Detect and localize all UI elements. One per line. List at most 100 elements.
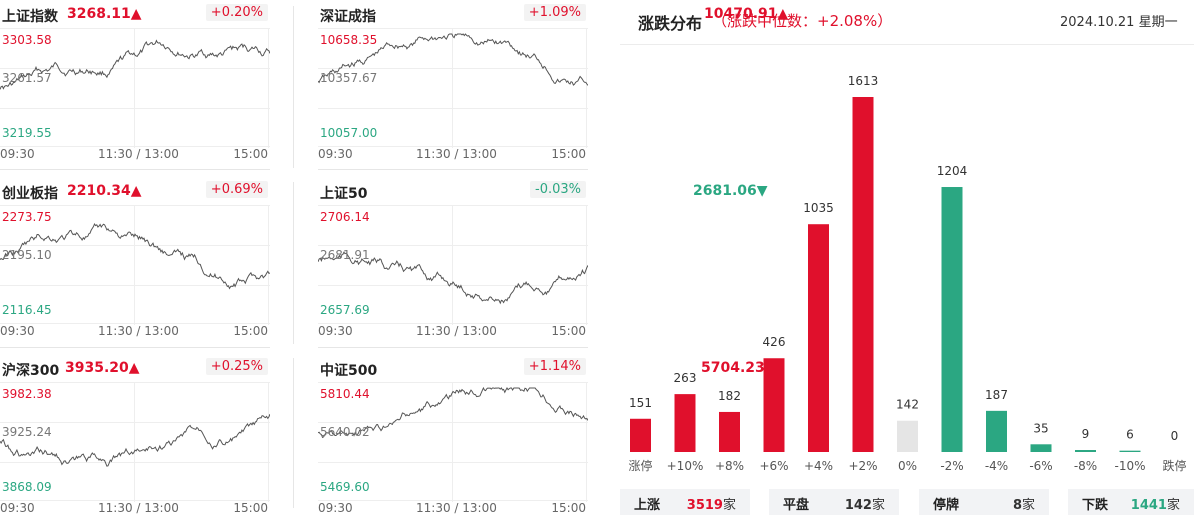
index-low: 10057.00 (320, 126, 378, 140)
index-low: 2116.45 (2, 303, 52, 317)
summary-suspended: 停牌 8家 (919, 489, 1049, 515)
index-price: 10470.91▲ (704, 6, 789, 22)
index-low: 2657.69 (320, 303, 370, 317)
distribution-date: 2024.10.21 星期一 (1060, 15, 1178, 30)
bar-value-label: 187 (985, 388, 1008, 402)
intraday-sparkline (0, 382, 270, 502)
index-low: 3219.55 (2, 126, 52, 140)
index-panel[interactable]: 沪深300 3935.20▲ +0.25% 3982.38 3925.24 3868.09… (0, 354, 270, 515)
summary-suspended-count: 8 (1012, 498, 1022, 513)
time-close: 15:00 (233, 147, 268, 161)
time-close: 15:00 (551, 147, 586, 161)
index-price: 3935.20▲ (65, 360, 140, 376)
time-open: 09:30 (0, 147, 35, 161)
summary-flat-unit: 家 (871, 498, 885, 513)
bar-value-label: 1035 (803, 201, 834, 215)
summary-flat: 平盘 142家 (769, 489, 899, 515)
index-price: 2210.34▲ (67, 183, 142, 199)
header-divider (620, 44, 1194, 45)
bar-category-label: +2% (848, 459, 877, 473)
time-close: 15:00 (233, 501, 268, 515)
bar-value-label: 1613 (848, 74, 879, 88)
time-midday: 11:30 / 13:00 (98, 324, 179, 338)
intraday-sparkline (0, 205, 270, 325)
index-prev-close: 2681.91 (320, 248, 370, 262)
index-low: 3868.09 (2, 480, 52, 494)
index-prev-close: 3925.24 (2, 425, 52, 439)
distribution-bar (630, 418, 651, 452)
distribution-bar (719, 411, 740, 452)
bar-value-label: 182 (718, 389, 741, 403)
up-arrow-icon: ▲ (777, 6, 789, 22)
index-high: 5810.44 (320, 387, 370, 401)
intraday-sparkline (318, 28, 588, 148)
up-arrow-icon: ▲ (130, 183, 142, 199)
distribution-bar (674, 394, 696, 452)
summary-suspended-label: 停牌 (933, 498, 960, 513)
intraday-line (318, 33, 588, 86)
bar-value-label: 151 (629, 396, 652, 410)
distribution-bar (1030, 444, 1052, 452)
time-close: 15:00 (233, 324, 268, 338)
time-close: 15:00 (551, 324, 586, 338)
bar-category-label: +10% (667, 459, 704, 473)
bar-category-label: -2% (940, 459, 963, 473)
intraday-line (318, 386, 588, 439)
index-name: 创业板指 (2, 186, 58, 202)
index-change: -0.03% (530, 181, 586, 198)
index-high: 10658.35 (320, 33, 378, 47)
distribution-title: 涨跌分布 (638, 14, 703, 33)
summary-down: 下跌 1441家 (1068, 489, 1194, 515)
index-panel[interactable]: 上证指数 3268.11▲ +0.20% 3303.58 3261.57 3219.55 0… (0, 0, 270, 166)
intraday-line (0, 413, 270, 467)
summary-flat-label: 平盘 (783, 498, 810, 513)
distribution-bar (763, 358, 785, 452)
time-open: 09:30 (0, 501, 35, 515)
index-prev-close: 3261.57 (2, 71, 52, 85)
summary-flat-count: 142 (844, 498, 872, 513)
bar-value-label: 1204 (937, 164, 968, 178)
time-open: 09:30 (318, 501, 353, 515)
index-panel[interactable]: 中证5005704.23▲+1.14%5810.445640.025469.60… (318, 354, 776, 515)
intraday-sparkline (318, 382, 588, 502)
bar-value-label: 263 (674, 371, 697, 385)
index-prev-close: 5640.02 (320, 425, 370, 439)
time-open: 09:30 (318, 147, 353, 161)
index-change: +0.25% (205, 358, 268, 375)
time-midday: 11:30 / 13:00 (416, 324, 497, 338)
time-midday: 11:30 / 13:00 (98, 147, 179, 161)
bar-category-label: -4% (985, 459, 1008, 473)
bar-value-label: 0 (1171, 429, 1179, 443)
row-divider (0, 347, 270, 348)
index-panel[interactable]: 上证50 2681.06▼ -0.03% 2706.14 2681.91 2657.69 0… (318, 177, 768, 343)
index-high: 3303.58 (2, 33, 52, 47)
index-change: +1.14% (523, 358, 586, 375)
index-prev-close: 10357.67 (320, 71, 378, 85)
time-midday: 11:30 / 13:00 (416, 501, 497, 515)
time-open: 09:30 (0, 324, 35, 338)
down-arrow-icon: ▼ (756, 183, 768, 199)
row-divider (318, 347, 588, 348)
index-panel[interactable]: 深证成指 10470.91▲ +1.09% 10658.35 10357.67 10057… (318, 0, 788, 166)
summary-suspended-unit: 家 (1021, 498, 1035, 513)
summary-down-count: 1441 (1130, 498, 1167, 513)
bar-value-label: 9 (1082, 427, 1090, 441)
bar-value-label: 6 (1126, 428, 1134, 442)
summary-down-label: 下跌 (1082, 498, 1109, 513)
row-divider (318, 169, 588, 170)
column-divider (293, 182, 294, 344)
bar-value-label: 142 (896, 398, 919, 412)
index-price: 3268.11▲ (67, 6, 142, 22)
index-price: 2681.06▼ (693, 183, 768, 199)
bar-category-label: +8% (715, 459, 744, 473)
time-open: 09:30 (318, 324, 353, 338)
index-high: 2273.75 (2, 210, 52, 224)
index-name: 上证50 (320, 186, 368, 202)
index-name: 上证指数 (2, 9, 58, 25)
up-arrow-icon: ▲ (130, 6, 142, 22)
distribution-bar (897, 420, 918, 452)
index-name: 深证成指 (320, 9, 376, 25)
index-panel[interactable]: 创业板指 2210.34▲ +0.69% 2273.75 2195.10 2116.45 0… (0, 177, 270, 343)
summary-up-unit: 家 (722, 498, 736, 513)
summary-up: 上涨 3519家 (620, 489, 750, 515)
